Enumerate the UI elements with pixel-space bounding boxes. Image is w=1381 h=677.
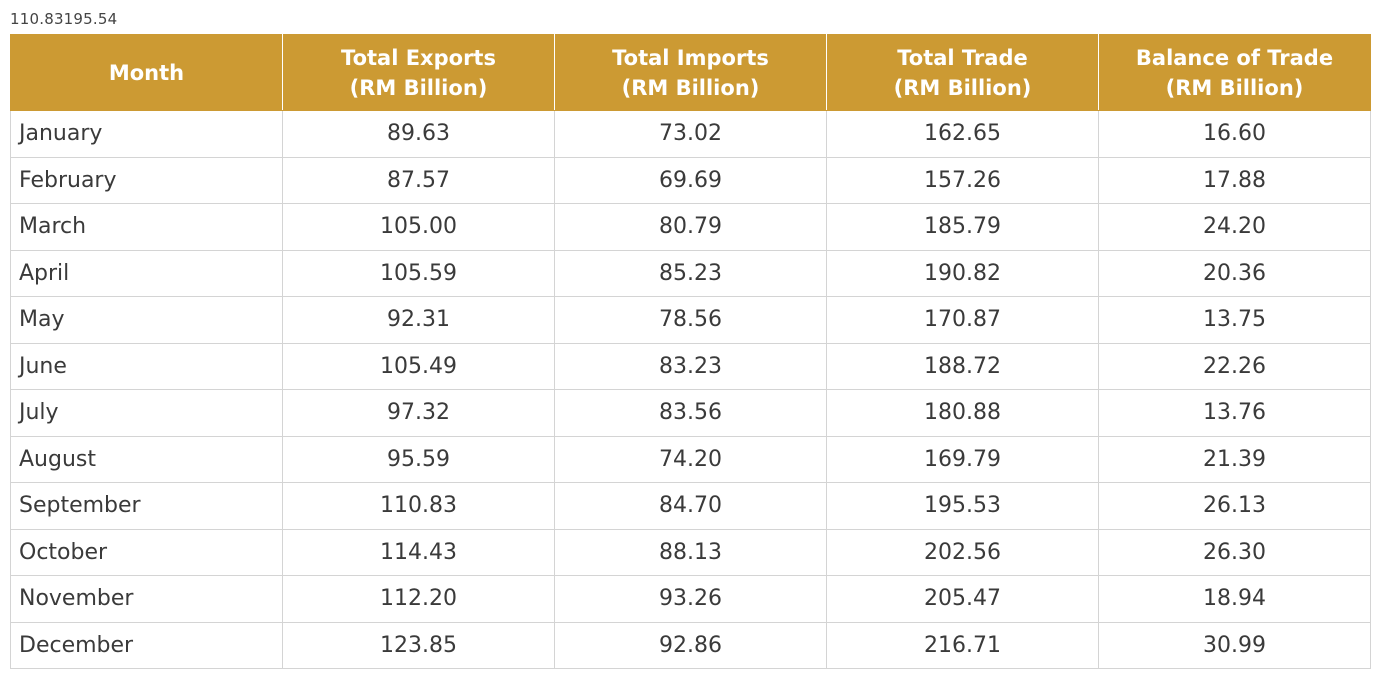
total-exports-cell: 97.32 xyxy=(282,389,555,437)
table-row: August 95.59 74.20 169.79 21.39 xyxy=(10,435,1371,483)
table-row: December 123.85 92.86 216.71 30.99 xyxy=(10,621,1371,669)
total-exports-cell: 105.59 xyxy=(282,249,555,297)
header-total-imports: Total Imports (RM Billion) xyxy=(554,34,827,111)
header-month-label: Month xyxy=(108,60,185,85)
balance-of-trade-cell: 17.88 xyxy=(1098,156,1371,204)
header-total-trade-unit: (RM Billion) xyxy=(893,75,1032,100)
total-exports-cell: 105.00 xyxy=(282,203,555,251)
total-imports-cell: 83.23 xyxy=(554,342,827,390)
total-exports-cell: 123.85 xyxy=(282,621,555,669)
total-trade-cell: 157.26 xyxy=(826,156,1099,204)
month-cell: May xyxy=(10,296,283,344)
total-imports-cell: 78.56 xyxy=(554,296,827,344)
month-cell: August xyxy=(10,435,283,483)
month-cell: September xyxy=(10,482,283,530)
balance-of-trade-cell: 20.36 xyxy=(1098,249,1371,297)
table-row: February 87.57 69.69 157.26 17.88 xyxy=(10,156,1371,204)
total-exports-cell: 112.20 xyxy=(282,575,555,623)
total-exports-cell: 105.49 xyxy=(282,342,555,390)
total-trade-cell: 162.65 xyxy=(826,110,1099,158)
total-imports-cell: 74.20 xyxy=(554,435,827,483)
header-total-exports: Total Exports (RM Billion) xyxy=(282,34,555,111)
header-month: Month xyxy=(10,34,283,111)
header-balance-of-trade: Balance of Trade (RM Billion) xyxy=(1098,34,1371,111)
month-cell: June xyxy=(10,342,283,390)
table-row: June 105.49 83.23 188.72 22.26 xyxy=(10,342,1371,390)
total-exports-cell: 89.63 xyxy=(282,110,555,158)
table-row: November 112.20 93.26 205.47 18.94 xyxy=(10,575,1371,623)
header-balance-of-trade-unit: (RM Billion) xyxy=(1165,75,1304,100)
balance-of-trade-cell: 24.20 xyxy=(1098,203,1371,251)
total-trade-cell: 170.87 xyxy=(826,296,1099,344)
total-trade-cell: 195.53 xyxy=(826,482,1099,530)
total-imports-cell: 92.86 xyxy=(554,621,827,669)
total-imports-cell: 84.70 xyxy=(554,482,827,530)
total-imports-cell: 69.69 xyxy=(554,156,827,204)
total-exports-cell: 110.83 xyxy=(282,482,555,530)
total-trade-cell: 180.88 xyxy=(826,389,1099,437)
total-exports-cell: 87.57 xyxy=(282,156,555,204)
balance-of-trade-cell: 26.13 xyxy=(1098,482,1371,530)
table-row: April 105.59 85.23 190.82 20.36 xyxy=(10,249,1371,297)
month-cell: November xyxy=(10,575,283,623)
total-trade-cell: 202.56 xyxy=(826,528,1099,576)
header-balance-of-trade-label: Balance of Trade xyxy=(1135,45,1334,70)
total-imports-cell: 93.26 xyxy=(554,575,827,623)
top-caption: 110.83195.54 xyxy=(10,10,118,28)
total-trade-cell: 216.71 xyxy=(826,621,1099,669)
header-total-exports-label: Total Exports xyxy=(341,45,496,70)
total-trade-cell: 190.82 xyxy=(826,249,1099,297)
total-imports-cell: 88.13 xyxy=(554,528,827,576)
table-row: March 105.00 80.79 185.79 24.20 xyxy=(10,203,1371,251)
month-cell: April xyxy=(10,249,283,297)
header-total-trade-label: Total Trade xyxy=(897,45,1028,70)
balance-of-trade-cell: 18.94 xyxy=(1098,575,1371,623)
total-exports-cell: 95.59 xyxy=(282,435,555,483)
month-cell: February xyxy=(10,156,283,204)
month-cell: March xyxy=(10,203,283,251)
total-trade-cell: 205.47 xyxy=(826,575,1099,623)
balance-of-trade-cell: 22.26 xyxy=(1098,342,1371,390)
balance-of-trade-cell: 13.75 xyxy=(1098,296,1371,344)
total-imports-cell: 85.23 xyxy=(554,249,827,297)
total-imports-cell: 73.02 xyxy=(554,110,827,158)
table-row: May 92.31 78.56 170.87 13.75 xyxy=(10,296,1371,344)
header-total-imports-unit: (RM Billion) xyxy=(621,75,760,100)
month-cell: December xyxy=(10,621,283,669)
header-row: Month Total Exports (RM Billion) Total I… xyxy=(10,34,1371,111)
total-trade-cell: 169.79 xyxy=(826,435,1099,483)
table-row: July 97.32 83.56 180.88 13.76 xyxy=(10,389,1371,437)
header-total-exports-unit: (RM Billion) xyxy=(349,75,488,100)
table-row: October 114.43 88.13 202.56 26.30 xyxy=(10,528,1371,576)
table-row: January 89.63 73.02 162.65 16.60 xyxy=(10,110,1371,158)
total-trade-cell: 185.79 xyxy=(826,203,1099,251)
balance-of-trade-cell: 30.99 xyxy=(1098,621,1371,669)
month-cell: January xyxy=(10,110,283,158)
total-exports-cell: 92.31 xyxy=(282,296,555,344)
header-total-imports-label: Total Imports xyxy=(612,45,769,70)
month-cell: July xyxy=(10,389,283,437)
trade-table: Month Total Exports (RM Billion) Total I… xyxy=(10,34,1371,669)
header-total-trade: Total Trade (RM Billion) xyxy=(826,34,1099,111)
balance-of-trade-cell: 26.30 xyxy=(1098,528,1371,576)
balance-of-trade-cell: 16.60 xyxy=(1098,110,1371,158)
total-imports-cell: 83.56 xyxy=(554,389,827,437)
table-body: January 89.63 73.02 162.65 16.60 February 87.5… xyxy=(10,110,1371,669)
balance-of-trade-cell: 13.76 xyxy=(1098,389,1371,437)
total-imports-cell: 80.79 xyxy=(554,203,827,251)
total-exports-cell: 114.43 xyxy=(282,528,555,576)
table-row: September 110.83 84.70 195.53 26.13 xyxy=(10,482,1371,530)
month-cell: October xyxy=(10,528,283,576)
balance-of-trade-cell: 21.39 xyxy=(1098,435,1371,483)
total-trade-cell: 188.72 xyxy=(826,342,1099,390)
